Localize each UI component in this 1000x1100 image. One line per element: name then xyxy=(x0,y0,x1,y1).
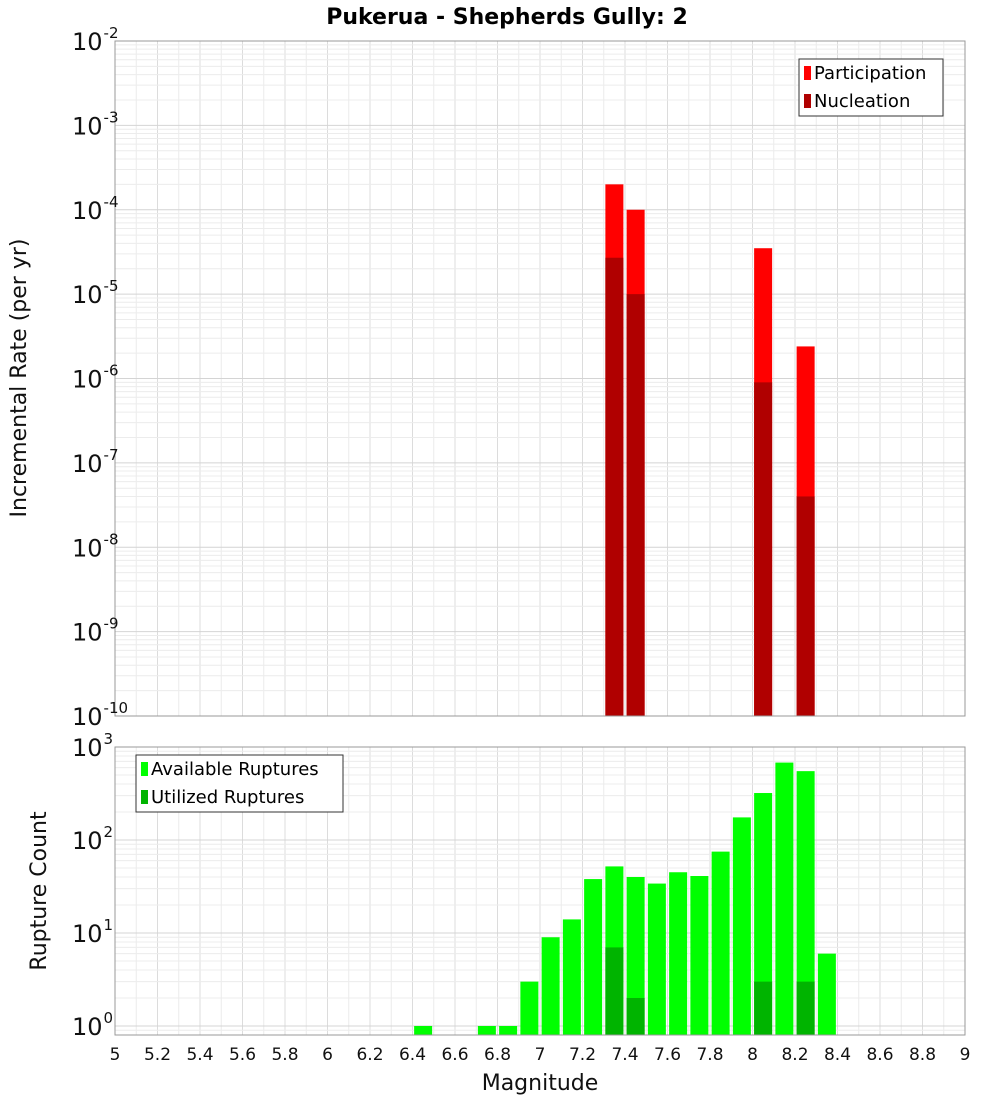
bottom-plot-frame xyxy=(114,746,966,1036)
bottom-legend: Available Ruptures Utilized Ruptures xyxy=(135,754,344,813)
bar xyxy=(754,793,773,1035)
x-tick-label: 7.2 xyxy=(569,1045,596,1065)
bar xyxy=(520,981,539,1035)
x-axis-title: Magnitude xyxy=(482,1071,599,1096)
top-series-2 xyxy=(605,257,815,716)
top-grid xyxy=(114,40,966,717)
x-tick-label: 6.2 xyxy=(356,1045,383,1065)
bar xyxy=(541,937,560,1035)
bar xyxy=(647,883,666,1035)
legend-swatch xyxy=(141,790,148,804)
bar xyxy=(477,1025,496,1035)
y-tick-label: 103 xyxy=(72,730,113,762)
x-tick-label: 5.2 xyxy=(144,1045,171,1065)
bar xyxy=(499,1025,518,1035)
bottom-series-2 xyxy=(605,947,815,1035)
legend-label: Participation xyxy=(814,63,926,84)
bottom-y-axis-title: Rupture Count xyxy=(27,811,52,971)
legend-swatch xyxy=(804,66,811,80)
x-tick-label: 6.4 xyxy=(399,1045,426,1065)
bar xyxy=(775,762,794,1035)
x-tick-label: 8.2 xyxy=(781,1045,808,1065)
x-tick-label: 6.6 xyxy=(441,1045,468,1065)
top-panel: 10-10 10-9 10-8 10-7 10-6 10-5 10-4 10-3 10-2 Par… xyxy=(72,24,966,731)
bar xyxy=(796,981,815,1035)
x-tick-label: 5.4 xyxy=(186,1045,213,1065)
y-tick-label: 10-10 xyxy=(72,699,128,731)
bar xyxy=(605,257,624,716)
legend-box xyxy=(135,754,344,813)
x-tick-label: 8.4 xyxy=(824,1045,851,1065)
bar xyxy=(732,817,751,1035)
bar xyxy=(626,997,645,1035)
y-tick-label: 101 xyxy=(72,916,113,948)
top-legend: Participation Nucleation xyxy=(798,58,944,117)
x-tick-label: 8 xyxy=(747,1045,758,1065)
x-tick-label: 6 xyxy=(322,1045,333,1065)
x-tick-label: 9 xyxy=(960,1045,971,1065)
x-tick-label: 5.8 xyxy=(271,1045,298,1065)
bar xyxy=(690,876,709,1035)
y-tick-label: 100 xyxy=(72,1009,113,1041)
top-plot-frame xyxy=(114,40,966,717)
bar xyxy=(669,872,688,1035)
x-tick-label: 8.6 xyxy=(866,1045,893,1065)
legend-label: Available Ruptures xyxy=(151,759,319,780)
x-tick-label: 5 xyxy=(110,1045,121,1065)
y-tick-label: 102 xyxy=(72,823,113,855)
bar xyxy=(817,953,836,1035)
legend-box xyxy=(798,58,944,117)
legend-swatch xyxy=(804,94,811,108)
legend-label: Utilized Ruptures xyxy=(151,787,304,808)
bar xyxy=(626,294,645,716)
top-y-axis-title: Incremental Rate (per yr) xyxy=(7,239,32,518)
x-tick-label: 7.6 xyxy=(654,1045,681,1065)
bar xyxy=(796,496,815,716)
y-tick-label: 10-3 xyxy=(72,108,119,140)
bar xyxy=(414,1025,433,1035)
y-tick-label: 10-2 xyxy=(72,24,119,56)
x-tick-label: 7.8 xyxy=(696,1045,723,1065)
legend-swatch xyxy=(141,762,148,776)
y-tick-label: 10-6 xyxy=(72,362,119,394)
bar xyxy=(584,879,603,1035)
y-tick-label: 10-5 xyxy=(72,277,119,309)
x-tick-label: 7 xyxy=(535,1045,546,1065)
chart-title: Pukerua - Shepherds Gully: 2 xyxy=(326,5,688,30)
x-tick-label: 8.8 xyxy=(909,1045,936,1065)
bar xyxy=(754,981,773,1035)
x-tick-label: 5.6 xyxy=(229,1045,256,1065)
x-tick-label: 6.8 xyxy=(484,1045,511,1065)
y-tick-label: 10-9 xyxy=(72,615,119,647)
y-tick-label: 10-4 xyxy=(72,193,119,225)
y-tick-label: 10-7 xyxy=(72,446,119,478)
x-tick-label: 7.4 xyxy=(611,1045,638,1065)
y-tick-label: 10-8 xyxy=(72,530,119,562)
bar xyxy=(562,919,581,1035)
bar xyxy=(711,851,730,1035)
bottom-panel: 100 101 102 103 5 5.2 5.4 5.6 5.8 6 6.2 6.4 6.6 6.8 7 7… xyxy=(72,730,970,1065)
bar xyxy=(626,877,645,1035)
bar xyxy=(796,771,815,1035)
bar xyxy=(754,382,773,716)
legend-label: Nucleation xyxy=(814,91,910,112)
bar xyxy=(605,947,624,1035)
